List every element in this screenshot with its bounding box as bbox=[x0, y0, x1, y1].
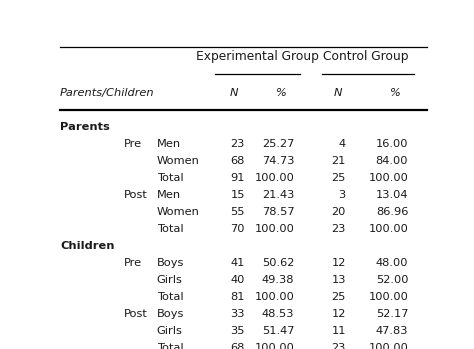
Text: 52.00: 52.00 bbox=[376, 275, 408, 285]
Text: 74.73: 74.73 bbox=[262, 156, 294, 166]
Text: %: % bbox=[276, 88, 287, 98]
Text: Total: Total bbox=[156, 292, 183, 302]
Text: 21: 21 bbox=[331, 156, 346, 166]
Text: %: % bbox=[390, 88, 401, 98]
Text: Post: Post bbox=[124, 309, 147, 319]
Text: 78.57: 78.57 bbox=[262, 207, 294, 217]
Text: 100.00: 100.00 bbox=[255, 292, 294, 302]
Text: 25.27: 25.27 bbox=[262, 140, 294, 149]
Text: 100.00: 100.00 bbox=[255, 173, 294, 183]
Text: 12: 12 bbox=[331, 309, 346, 319]
Text: Control Group: Control Group bbox=[323, 50, 409, 63]
Text: 33: 33 bbox=[230, 309, 245, 319]
Text: Total: Total bbox=[156, 343, 183, 349]
Text: 13: 13 bbox=[331, 275, 346, 285]
Text: Men: Men bbox=[156, 140, 181, 149]
Text: 84.00: 84.00 bbox=[376, 156, 408, 166]
Text: 15: 15 bbox=[230, 190, 245, 200]
Text: 70: 70 bbox=[230, 224, 245, 234]
Text: 23: 23 bbox=[331, 224, 346, 234]
Text: 16.00: 16.00 bbox=[376, 140, 408, 149]
Text: 100.00: 100.00 bbox=[255, 343, 294, 349]
Text: 68: 68 bbox=[230, 156, 245, 166]
Text: N: N bbox=[229, 88, 238, 98]
Text: Parents: Parents bbox=[60, 122, 110, 133]
Text: 86.96: 86.96 bbox=[376, 207, 408, 217]
Text: 25: 25 bbox=[331, 292, 346, 302]
Text: 40: 40 bbox=[230, 275, 245, 285]
Text: 48.53: 48.53 bbox=[262, 309, 294, 319]
Text: Pre: Pre bbox=[124, 258, 142, 268]
Text: 23: 23 bbox=[331, 343, 346, 349]
Text: Boys: Boys bbox=[156, 258, 184, 268]
Text: 11: 11 bbox=[331, 326, 346, 336]
Text: 50.62: 50.62 bbox=[262, 258, 294, 268]
Text: 100.00: 100.00 bbox=[368, 292, 408, 302]
Text: Total: Total bbox=[156, 224, 183, 234]
Text: Experimental Group: Experimental Group bbox=[196, 50, 319, 63]
Text: 52.17: 52.17 bbox=[376, 309, 408, 319]
Text: 48.00: 48.00 bbox=[376, 258, 408, 268]
Text: 68: 68 bbox=[230, 343, 245, 349]
Text: 41: 41 bbox=[230, 258, 245, 268]
Text: Pre: Pre bbox=[124, 140, 142, 149]
Text: Boys: Boys bbox=[156, 309, 184, 319]
Text: 13.04: 13.04 bbox=[376, 190, 408, 200]
Text: 100.00: 100.00 bbox=[368, 343, 408, 349]
Text: 20: 20 bbox=[331, 207, 346, 217]
Text: 12: 12 bbox=[331, 258, 346, 268]
Text: 100.00: 100.00 bbox=[368, 224, 408, 234]
Text: Parents/Children: Parents/Children bbox=[60, 88, 155, 98]
Text: 3: 3 bbox=[338, 190, 346, 200]
Text: 47.83: 47.83 bbox=[376, 326, 408, 336]
Text: 23: 23 bbox=[230, 140, 245, 149]
Text: Girls: Girls bbox=[156, 275, 182, 285]
Text: 100.00: 100.00 bbox=[255, 224, 294, 234]
Text: Girls: Girls bbox=[156, 326, 182, 336]
Text: Women: Women bbox=[156, 156, 200, 166]
Text: 81: 81 bbox=[230, 292, 245, 302]
Text: 51.47: 51.47 bbox=[262, 326, 294, 336]
Text: Men: Men bbox=[156, 190, 181, 200]
Text: 21.43: 21.43 bbox=[262, 190, 294, 200]
Text: Children: Children bbox=[60, 241, 115, 251]
Text: 49.38: 49.38 bbox=[262, 275, 294, 285]
Text: 100.00: 100.00 bbox=[368, 173, 408, 183]
Text: 35: 35 bbox=[230, 326, 245, 336]
Text: Post: Post bbox=[124, 190, 147, 200]
Text: Total: Total bbox=[156, 173, 183, 183]
Text: Women: Women bbox=[156, 207, 200, 217]
Text: N: N bbox=[334, 88, 343, 98]
Text: 91: 91 bbox=[230, 173, 245, 183]
Text: 25: 25 bbox=[331, 173, 346, 183]
Text: 55: 55 bbox=[230, 207, 245, 217]
Text: 4: 4 bbox=[338, 140, 346, 149]
